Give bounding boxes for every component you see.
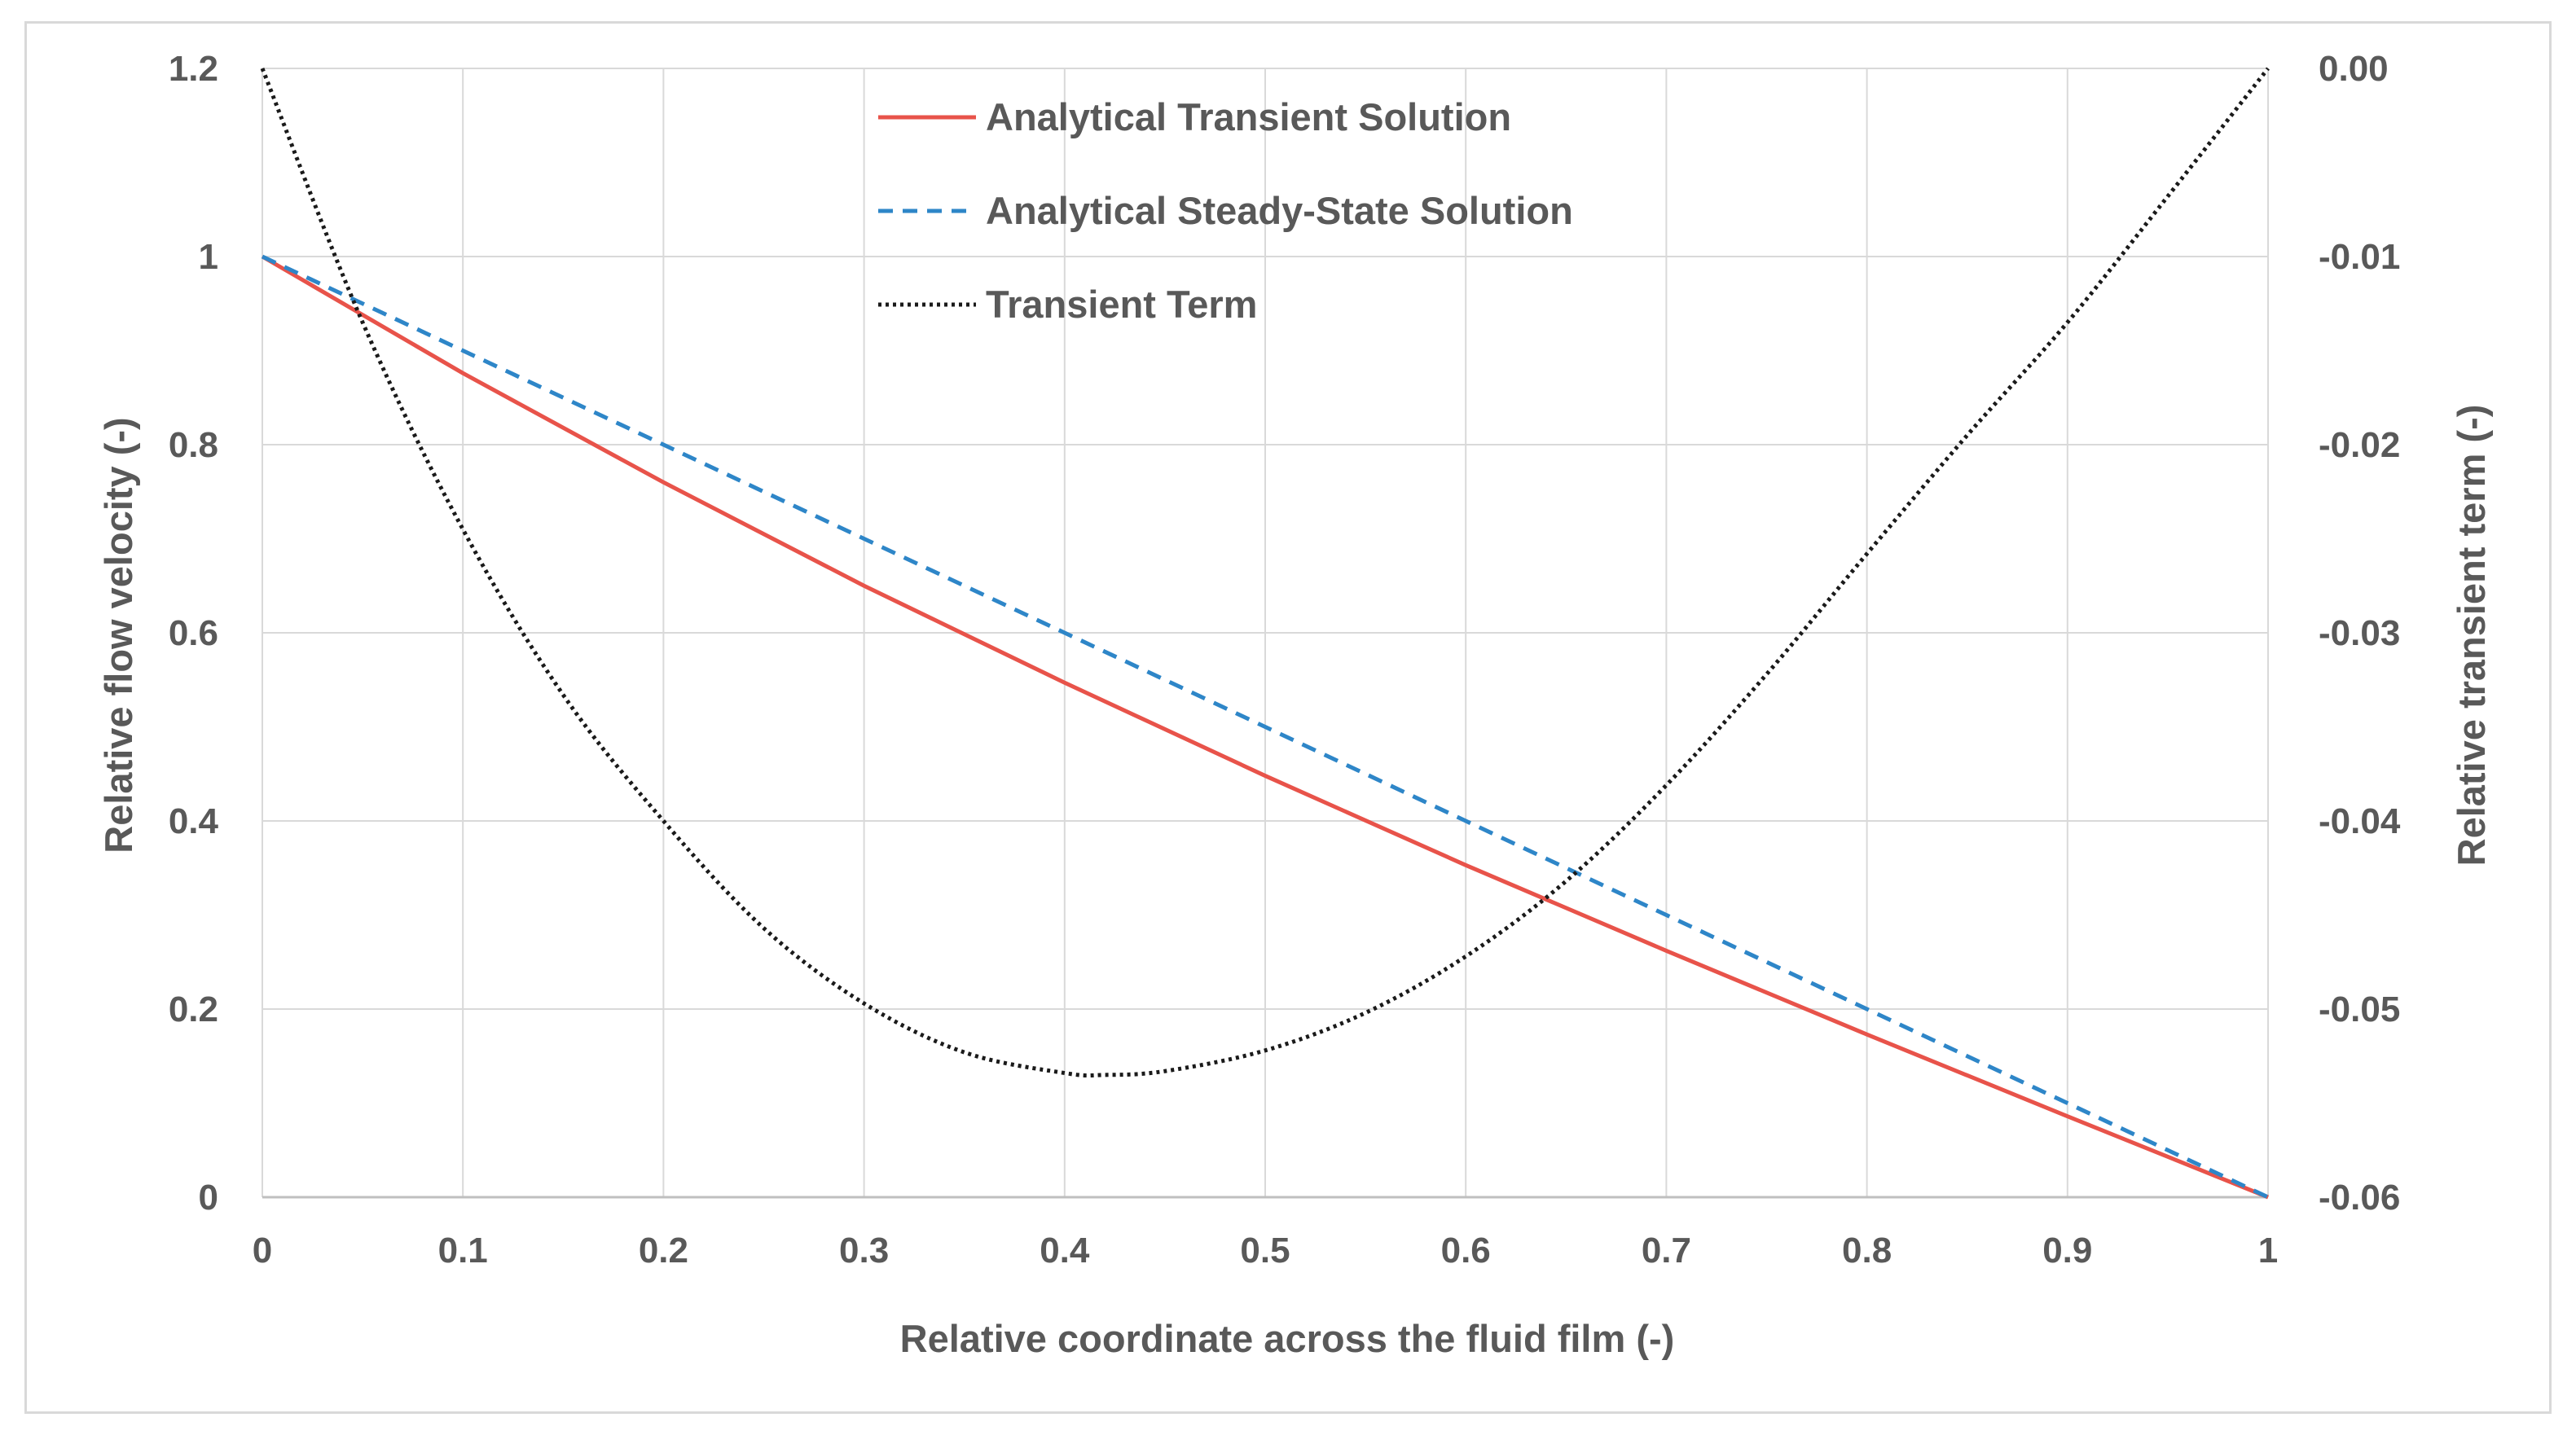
y-tick-label: 1 <box>199 237 218 277</box>
x-tick-label: 0.4 <box>1040 1231 1090 1270</box>
x-tick-labels: 0 0.1 0.2 0.3 0.4 0.5 0.6 0.7 0.8 0.9 1 <box>253 1231 2278 1270</box>
y-tick-labels: 0 0.2 0.4 0.6 0.8 1 1.2 <box>169 49 219 1218</box>
series-line-steady-state-solution <box>261 254 2270 1200</box>
x-tick-label: 0.1 <box>438 1231 488 1270</box>
y-tick-label: 0.8 <box>169 425 218 465</box>
x-tick-label: 0 <box>253 1231 272 1270</box>
y-tick-label: 0.2 <box>169 990 218 1029</box>
legend: Analytical Transient Solution Analytical… <box>878 95 1573 326</box>
x-tick-label: 0.9 <box>2042 1231 2092 1270</box>
y-tick-label: 1.2 <box>169 49 218 89</box>
y-axis-title: Relative flow velocity (-) <box>97 417 140 853</box>
series-lines <box>260 67 2270 1200</box>
y2-tick-label: -0.02 <box>2319 425 2400 465</box>
x-tick-label: 0.3 <box>839 1231 889 1270</box>
chart-frame <box>24 21 2552 1414</box>
legend-label-steady: Analytical Steady-State Solution <box>986 189 1573 232</box>
y-tick-label: 0.4 <box>169 801 219 841</box>
y2-tick-label: -0.05 <box>2319 990 2400 1029</box>
x-tick-label: 0.2 <box>639 1231 688 1270</box>
gridlines <box>262 68 2269 1198</box>
legend-label-transient: Analytical Transient Solution <box>986 95 1511 138</box>
x-tick-label: 0.8 <box>1842 1231 1892 1270</box>
series-line-transient-solution <box>261 254 2269 1200</box>
y2-tick-label: -0.06 <box>2319 1178 2400 1218</box>
y2-tick-label: -0.04 <box>2319 801 2401 841</box>
x-axis-title: Relative coordinate across the fluid fil… <box>900 1317 1675 1360</box>
y2-tick-label: -0.01 <box>2319 237 2400 277</box>
y-tick-label: 0 <box>199 1178 218 1218</box>
y2-tick-label: 0.00 <box>2319 49 2389 89</box>
y2-tick-labels: -0.06 -0.05 -0.04 -0.03 -0.02 -0.01 0.00 <box>2319 49 2401 1218</box>
y2-tick-label: -0.03 <box>2319 613 2400 653</box>
y-tick-label: 0.6 <box>169 613 218 653</box>
legend-label-transient-term: Transient Term <box>986 283 1257 326</box>
x-tick-label: 0.7 <box>1642 1231 1691 1270</box>
x-tick-label: 0.6 <box>1441 1231 1491 1270</box>
y2-axis-title: Relative transient term (-) <box>2450 405 2493 867</box>
x-tick-label: 1 <box>2258 1231 2278 1270</box>
x-tick-label: 0.5 <box>1240 1231 1290 1270</box>
